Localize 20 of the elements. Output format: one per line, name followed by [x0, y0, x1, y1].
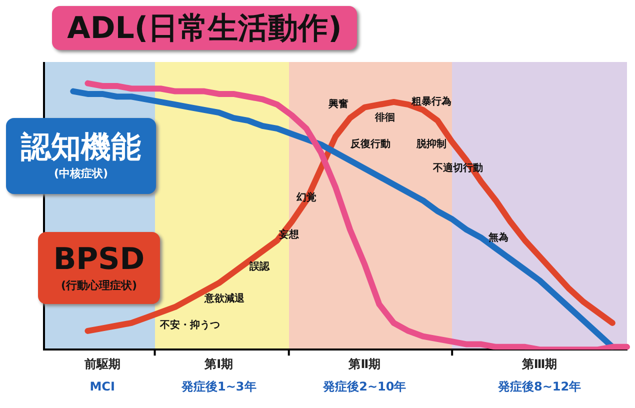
series-label: BPSD (行動心理症状) [52, 242, 146, 293]
text: MCI [90, 380, 115, 394]
annotation: 徘徊 [374, 112, 396, 124]
text: 発症後2~10年 [322, 380, 406, 394]
annotation: 反復行動 [349, 138, 390, 150]
annotation: 意欲減退 [204, 292, 246, 305]
annotation: 興奮 [327, 98, 348, 110]
x-tick-label: 前駆期 [83, 356, 120, 371]
series-label: 認知機能 (中核症状) [20, 130, 142, 181]
annotation: 無為 [488, 231, 509, 244]
annotation: 粗暴行為 [410, 96, 452, 108]
x-tick-label: 第Ⅲ期 [520, 356, 558, 371]
text: 発症後1~3年 [180, 380, 256, 394]
text: 発症後8~12年 [496, 380, 582, 394]
x-tick-label: 第Ⅱ期 [348, 356, 381, 371]
series-label: ADL(日常生活動作) [66, 10, 343, 46]
annotation: 誤認 [248, 260, 271, 273]
x-tick-label: 第Ⅰ期 [204, 356, 234, 371]
annotation: 脱抑制 [416, 138, 447, 150]
annotation: 不安・抑うつ [158, 319, 220, 332]
